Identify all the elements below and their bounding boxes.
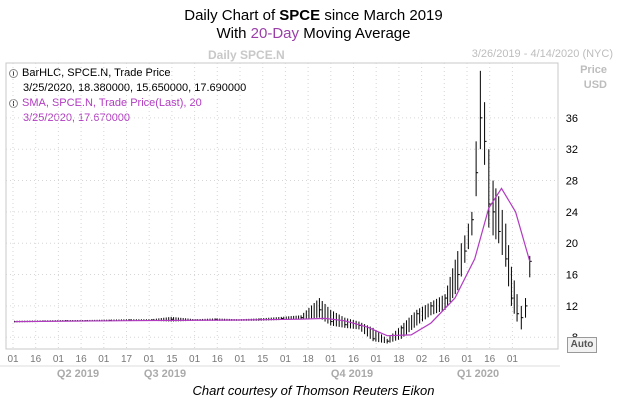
legend-bar-icon[interactable] [9,68,18,78]
instrument-label: Daily SPCE.N [208,48,285,62]
x-tick-label: 01 [189,354,201,365]
x-tick-label: 16 [30,354,42,365]
x-tick-label: 01 [53,354,65,365]
date-range-label: 3/26/2019 - 4/14/2020 (NYC) [471,48,613,60]
y-axis-label-price: Price [580,64,607,76]
legend-bar-label: BarHLC, SPCE.N, Trade Price [22,67,171,79]
subtitle-ma-period: 20-Day [250,25,300,42]
y-tick-label: 20 [566,238,578,250]
x-tick-label: 01 [234,354,246,365]
x-tick-label: 16 [348,354,360,365]
legend-bar-series[interactable]: BarHLC, SPCE.N, Trade Price [9,67,171,79]
legend-bar-values: 3/25/2020, 18.380000, 15.650000, 17.6900… [23,82,247,94]
x-quarter-label: Q4 2019 [331,368,373,380]
x-tick-label: 02 [416,354,428,365]
x-tick-label: 01 [507,354,519,365]
x-tick-label: 01 [371,354,383,365]
y-axis-label-currency: USD [583,79,607,91]
sma-line [14,187,531,337]
title-symbol: SPCE [279,7,321,24]
x-tick-label: 16 [439,354,451,365]
x-tick-label: 01 [280,354,292,365]
plot-area [5,62,559,350]
x-tick-label: 15 [166,354,178,365]
x-tick-label: 01 [325,354,337,365]
x-tick-label: 16 [212,354,224,365]
chart-title: Daily Chart of SPCE since March 2019 [184,7,443,24]
legend-sma-values: 3/25/2020, 17.670000 [23,112,131,124]
x-tick-label: 01 [98,354,110,365]
y-tick-label: 32 [566,144,578,156]
chart-subtitle: With 20-Day Moving Average [216,25,411,42]
y-tick-label: 28 [566,176,578,188]
y-tick-label: 36 [566,113,578,125]
x-tick-label: 18 [303,354,315,365]
x-tick-label: 17 [121,354,133,365]
x-quarter-label: Q1 2020 [457,368,499,380]
x-tick-label: 15 [257,354,269,365]
x-tick-label: 16 [484,354,496,365]
legend-sma-label: SMA, SPCE.N, Trade Price(Last), 20 [22,97,202,109]
y-tick-label: 12 [566,301,578,313]
x-tick-label: 01 [144,354,156,365]
y-tick-label: 16 [566,270,578,282]
auto-scale-button[interactable]: Auto [567,337,597,353]
x-tick-label: 18 [393,354,405,365]
x-tick-label: 16 [76,354,88,365]
chart-credit: Chart courtesy of Thomson Reuters Eikon [192,383,435,398]
x-tick-label: 01 [7,354,19,365]
x-quarter-label: Q2 2019 [57,368,99,380]
x-quarter-label: Q3 2019 [144,368,186,380]
y-tick-label: 24 [566,207,578,219]
x-tick-label: 01 [461,354,473,365]
